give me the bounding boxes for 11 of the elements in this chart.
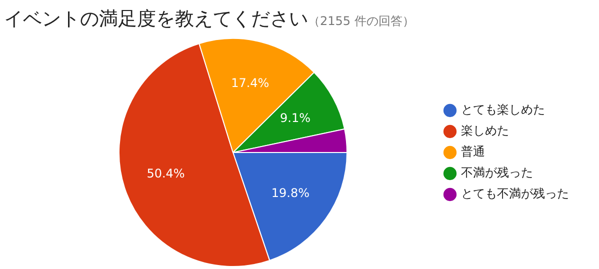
legend-label: 楽しめた	[461, 124, 509, 138]
chart-subtitle: （2155 件の回答）	[308, 14, 414, 28]
legend-label: とても不満が残った	[461, 186, 569, 201]
legend-label: 不満が残った	[461, 166, 533, 180]
data-label: 19.8%	[271, 186, 310, 200]
legend-label: とても楽しめた	[461, 102, 545, 117]
data-label: 50.4%	[146, 166, 185, 180]
legend-label: 普通	[461, 144, 485, 159]
data-label: 17.4%	[231, 76, 270, 90]
chart-title: イベントの満足度を教えてください	[4, 8, 308, 30]
data-label: 9.1%	[280, 111, 311, 126]
